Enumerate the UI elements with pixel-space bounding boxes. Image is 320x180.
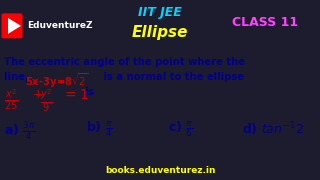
Text: $\frac{y^2}{9}$: $\frac{y^2}{9}$ (40, 88, 53, 114)
Text: is a normal to the ellipse: is a normal to the ellipse (100, 72, 244, 82)
Text: EduventureZ: EduventureZ (27, 21, 92, 30)
Text: $+$: $+$ (32, 88, 43, 101)
Text: CLASS 11: CLASS 11 (232, 16, 298, 29)
Text: $\frac{x^2}{25}$: $\frac{x^2}{25}$ (4, 88, 18, 112)
Text: books.eduventurez.in: books.eduventurez.in (105, 166, 215, 175)
Text: line,: line, (4, 72, 32, 82)
Text: $=1$: $=1$ (62, 88, 89, 102)
Text: a) $\frac{3\pi}{4}$: a) $\frac{3\pi}{4}$ (4, 120, 36, 142)
FancyBboxPatch shape (2, 14, 22, 38)
Text: 5x-3y=8$\sqrt{2}$: 5x-3y=8$\sqrt{2}$ (25, 72, 88, 91)
Polygon shape (8, 18, 21, 34)
Text: Ellipse: Ellipse (132, 25, 188, 40)
Text: b) $\frac{\pi}{4}$: b) $\frac{\pi}{4}$ (86, 120, 113, 139)
Text: d) $\mathit{tan^{-1}2}$: d) $\mathit{tan^{-1}2}$ (242, 120, 304, 138)
Text: is: is (84, 87, 94, 97)
Text: The eccentric angle of the point where the: The eccentric angle of the point where t… (4, 57, 245, 67)
Text: c) $\frac{\pi}{6}$: c) $\frac{\pi}{6}$ (168, 120, 193, 139)
Text: IIT JEE: IIT JEE (138, 6, 182, 19)
